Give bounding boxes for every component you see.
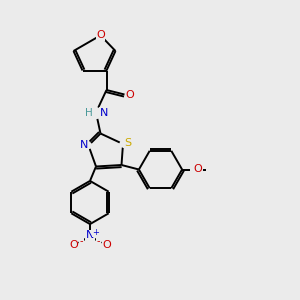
Text: -: - — [80, 236, 83, 246]
Text: S: S — [124, 137, 131, 148]
Text: O: O — [194, 164, 202, 175]
Text: H: H — [85, 107, 93, 118]
Text: N: N — [86, 230, 94, 241]
Text: O: O — [125, 89, 134, 100]
Text: +: + — [92, 228, 99, 237]
Text: -: - — [97, 236, 100, 246]
Text: O: O — [96, 30, 105, 40]
Text: N: N — [80, 140, 88, 150]
Text: O: O — [69, 239, 78, 250]
Text: N: N — [100, 107, 108, 118]
Text: O: O — [102, 239, 111, 250]
